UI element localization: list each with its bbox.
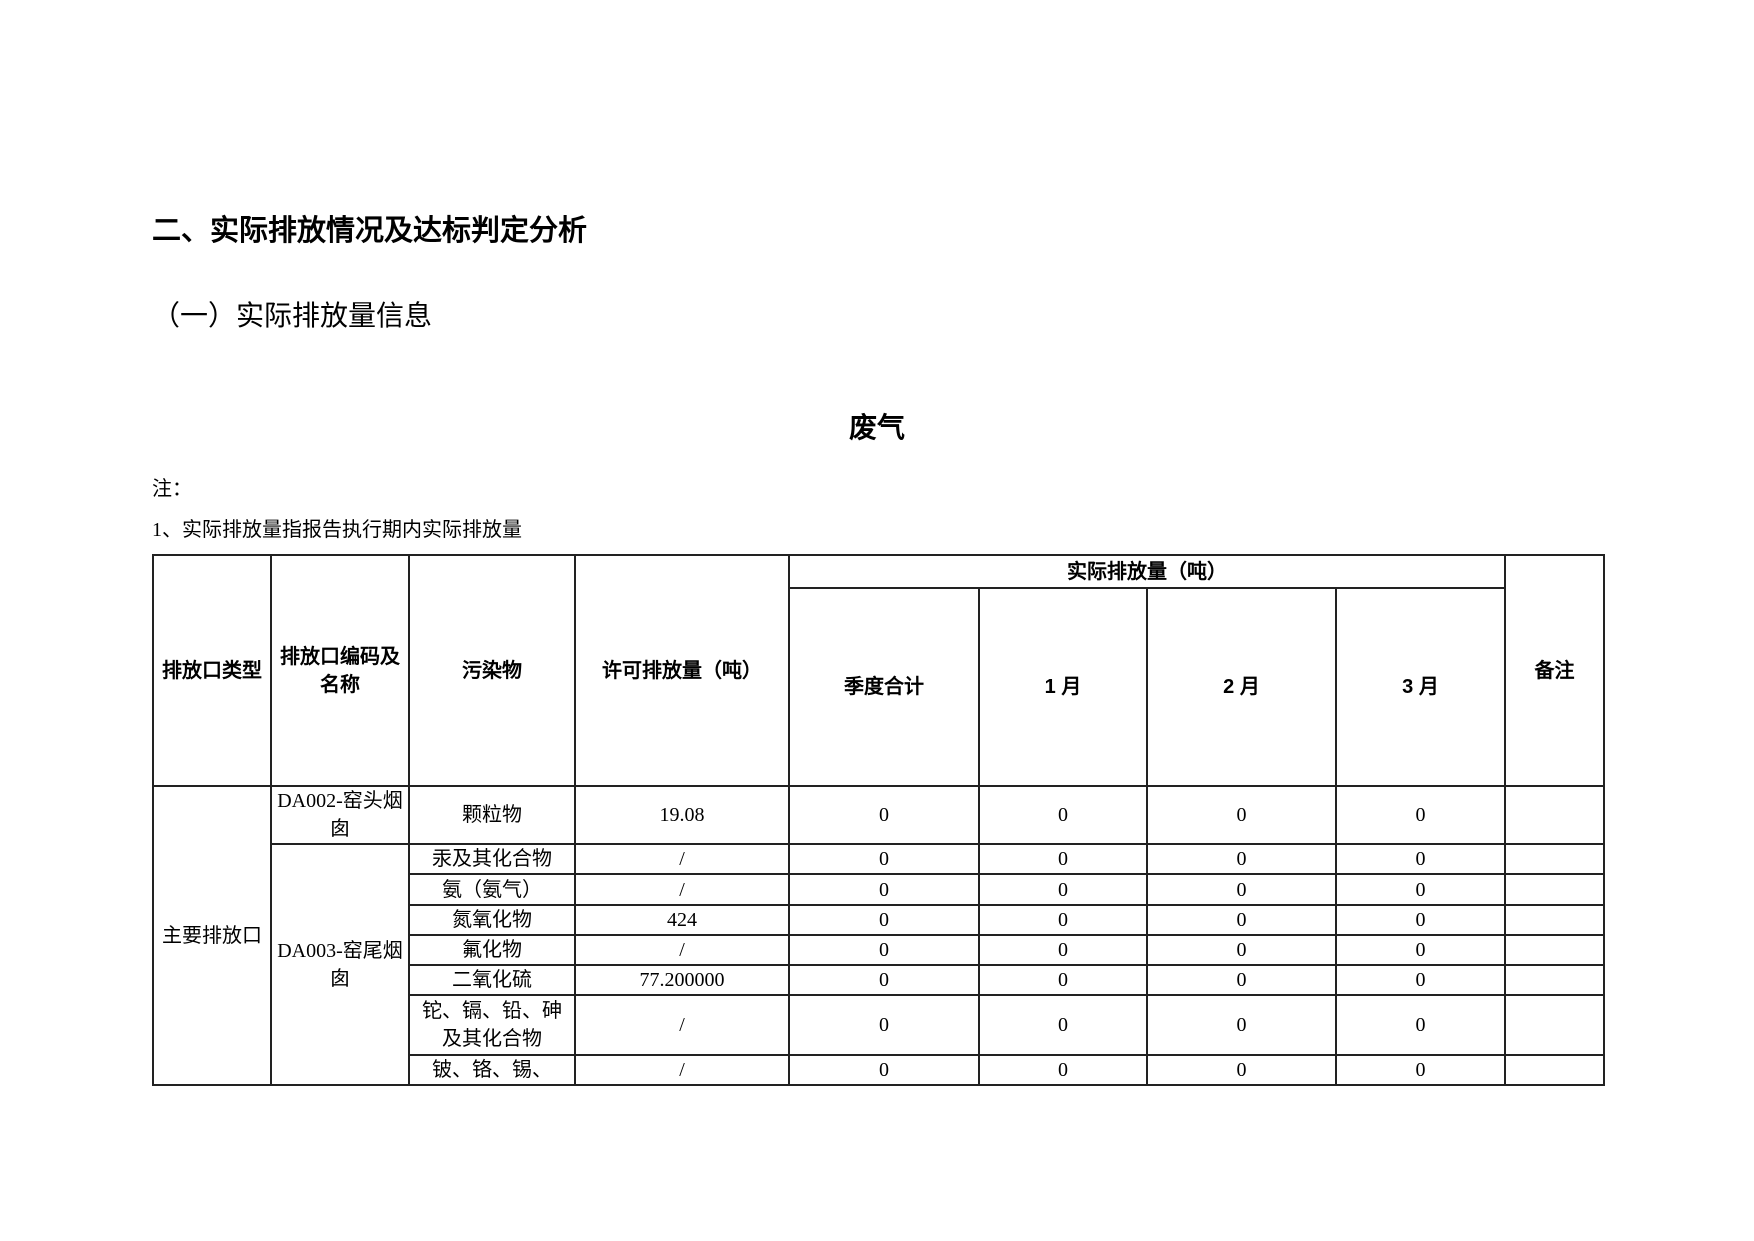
pollutant-cell: 汞及其化合物 xyxy=(408,843,576,875)
table-title: 废气 xyxy=(848,412,905,443)
month1-cell: 0 xyxy=(978,1054,1148,1086)
remarks-cell xyxy=(1504,994,1605,1056)
header-month3: 3 月 xyxy=(1335,587,1506,787)
permitted-cell: 19.08 xyxy=(574,785,790,845)
header-outlet-type: 排放口类型 xyxy=(152,554,272,787)
quarter-total-cell: 0 xyxy=(788,873,980,906)
table-row: 铊、镉、铅、砷及其化合物/0 0 0 0 xyxy=(153,994,1605,1056)
pollutant-cell: 二氧化硫 xyxy=(408,964,576,996)
subsection-title: （一）实际排放量信息 xyxy=(152,300,433,331)
quarter-total-cell: 0 xyxy=(788,785,980,845)
month3-cell: 0 xyxy=(1335,873,1506,906)
month3-cell: 0 xyxy=(1335,934,1506,966)
month1-cell: 0 xyxy=(978,964,1148,996)
month1-cell: 0 xyxy=(978,904,1148,936)
header-month1: 1 月 xyxy=(978,587,1148,787)
remarks-cell xyxy=(1504,843,1605,875)
quarter-total-cell: 0 xyxy=(788,1054,980,1086)
header-quarter-total: 季度合计 xyxy=(788,587,980,787)
header-month2: 2 月 xyxy=(1146,587,1337,787)
section-title: 二、实际排放情况及达标判定分析 xyxy=(152,215,588,247)
month2-cell: 0 xyxy=(1146,873,1337,906)
month3-cell: 0 xyxy=(1335,994,1506,1056)
header-outlet-code: 排放口编码及名称 xyxy=(270,554,410,787)
quarter-total-cell: 0 xyxy=(788,934,980,966)
permitted-cell: / xyxy=(574,994,790,1056)
remarks-cell xyxy=(1504,934,1605,966)
table-row: 主要排放口 DA002-窑头烟囱 颗粒物 19.08 0 0 0 0 xyxy=(152,785,1605,1086)
month2-cell: 0 xyxy=(1146,994,1337,1056)
table-row: 氨（氨气）/0 0 0 0 xyxy=(153,873,1605,906)
quarter-total-cell: 0 xyxy=(788,994,980,1056)
pollutant-cell: 铍、铬、锡、 xyxy=(408,1054,576,1086)
month1-cell: 0 xyxy=(978,873,1148,906)
remarks-cell xyxy=(1504,964,1605,996)
month1-cell: 0 xyxy=(978,994,1148,1056)
table-row: 铍、铬、锡、/0 0 0 0 xyxy=(153,1054,1605,1086)
permitted-cell: / xyxy=(574,843,790,875)
pollutant-cell: 铊、镉、铅、砷及其化合物 xyxy=(408,994,576,1056)
outlet-type-cell: 主要排放口 xyxy=(152,785,272,1086)
month2-cell: 0 xyxy=(1146,1054,1337,1086)
pollutant-cell: 氨（氨气） xyxy=(408,873,576,906)
month2-cell: 0 xyxy=(1146,843,1337,875)
month3-cell: 0 xyxy=(1335,785,1506,845)
pollutant-cell: 氟化物 xyxy=(408,934,576,966)
month1-cell: 0 xyxy=(978,843,1148,875)
note-text: 1、实际排放量指报告执行期内实际排放量 xyxy=(152,519,522,541)
emissions-table: 排放口类型 排放口编码及名称 污染物 许可排放量（吨） 实际排放量（吨） 备注 … xyxy=(152,554,1605,1086)
month3-cell: 0 xyxy=(1335,964,1506,996)
month2-cell: 0 xyxy=(1146,904,1337,936)
month2-cell: 0 xyxy=(1146,934,1337,966)
table-row: DA003-窑尾烟囱 汞及其化合物/0 0 0 0 xyxy=(153,843,1605,1086)
permitted-cell: / xyxy=(574,934,790,966)
outlet-code-cell: DA003-窑尾烟囱 xyxy=(270,843,410,1086)
permitted-cell: 424 xyxy=(574,904,790,936)
table-row: 氟化物/0 0 0 0 xyxy=(153,934,1605,966)
permitted-cell: 77.200000 xyxy=(574,964,790,996)
month2-cell: 0 xyxy=(1146,785,1337,845)
quarter-total-cell: 0 xyxy=(788,843,980,875)
remarks-cell xyxy=(1504,904,1605,936)
permitted-cell: / xyxy=(574,1054,790,1086)
month3-cell: 0 xyxy=(1335,1054,1506,1086)
quarter-total-cell: 0 xyxy=(788,904,980,936)
header-pollutant: 污染物 xyxy=(408,554,576,787)
pollutant-cell: 颗粒物 xyxy=(408,785,576,845)
month1-cell: 0 xyxy=(978,785,1148,845)
remarks-cell xyxy=(1504,1054,1605,1086)
remarks-cell xyxy=(1504,785,1605,845)
table-row: 氮氧化物 424 0 0 0 0 xyxy=(153,904,1605,936)
table-row: 二氧化硫 77.200000 0 0 0 0 xyxy=(153,964,1605,996)
pollutant-cell: 氮氧化物 xyxy=(408,904,576,936)
outlet-code-cell: DA002-窑头烟囱 xyxy=(270,785,410,845)
note-label: 注： xyxy=(152,478,192,500)
header-remarks: 备注 xyxy=(1504,554,1605,787)
month3-cell: 0 xyxy=(1335,843,1506,875)
header-actual-group: 实际排放量（吨） xyxy=(788,554,1506,589)
header-permitted: 许可排放量（吨） xyxy=(574,554,790,787)
quarter-total-cell: 0 xyxy=(788,964,980,996)
remarks-cell xyxy=(1504,873,1605,906)
month3-cell: 0 xyxy=(1335,904,1506,936)
month1-cell: 0 xyxy=(978,934,1148,966)
permitted-cell: / xyxy=(574,873,790,906)
month2-cell: 0 xyxy=(1146,964,1337,996)
